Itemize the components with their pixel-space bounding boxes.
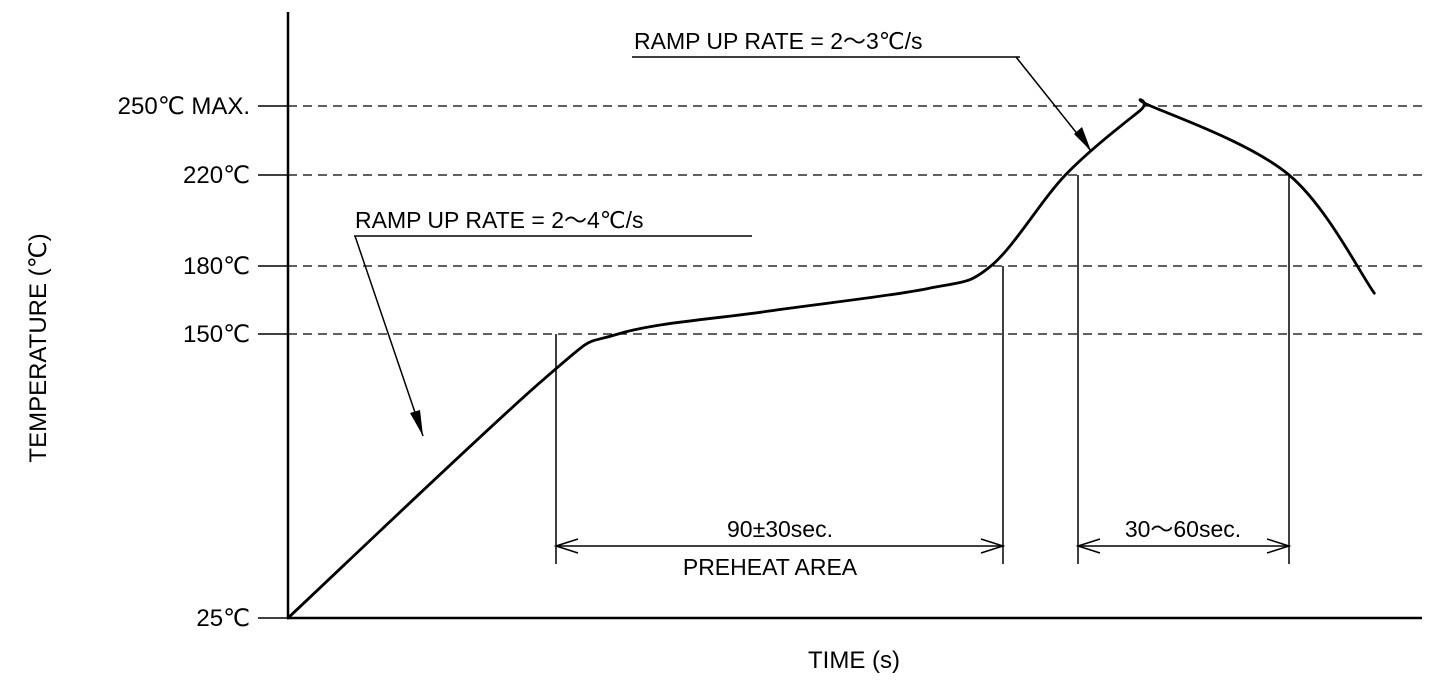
ramp-up-annotation-2: RAMP UP RATE = 2～3℃/s <box>632 28 1092 152</box>
ramp-up-arrowhead-1 <box>410 410 423 436</box>
reflow-arrowhead-right <box>1266 538 1292 554</box>
reflow-time-label: 30～60sec. <box>1125 516 1241 542</box>
ramp-up-leader-1 <box>354 235 424 437</box>
preheat-dimension: 90±30sec. PREHEAT AREA <box>553 516 1006 580</box>
ramp-up-annotation-1: RAMP UP RATE = 2～4℃/s <box>354 207 752 437</box>
reflow-arrowhead-left <box>1075 538 1101 554</box>
y-tick-labels: 250℃ MAX. 220℃ 180℃ 150℃ 25℃ <box>118 93 250 632</box>
ramp-up-rate-label-1: RAMP UP RATE = 2～4℃/s <box>355 207 644 233</box>
preheat-time-label: 90±30sec. <box>727 516 833 542</box>
reflow-dimension: 30～60sec. <box>1075 516 1292 554</box>
x-axis-title: TIME (s) <box>808 647 900 674</box>
preheat-arrowhead-right <box>980 538 1006 554</box>
y-tick-label-150: 150℃ <box>183 321 250 348</box>
temperature-guide-lines <box>288 105 1422 335</box>
preheat-arrowhead-left <box>553 538 579 554</box>
y-tick-label-220: 220℃ <box>183 162 250 189</box>
y-tick-marks <box>258 105 288 619</box>
y-tick-label-250: 250℃ MAX. <box>118 93 250 120</box>
y-axis-title: TEMPERATURE (℃) <box>25 233 52 462</box>
y-tick-label-25: 25℃ <box>196 605 250 632</box>
preheat-area-label: PREHEAT AREA <box>683 554 858 580</box>
time-extension-lines <box>555 175 1290 564</box>
ramp-up-arrowhead-2 <box>1074 127 1091 151</box>
ramp-up-rate-label-2: RAMP UP RATE = 2～3℃/s <box>634 28 923 54</box>
y-tick-label-180: 180℃ <box>183 253 250 280</box>
series-line-reflow-profile <box>286 98 1376 620</box>
